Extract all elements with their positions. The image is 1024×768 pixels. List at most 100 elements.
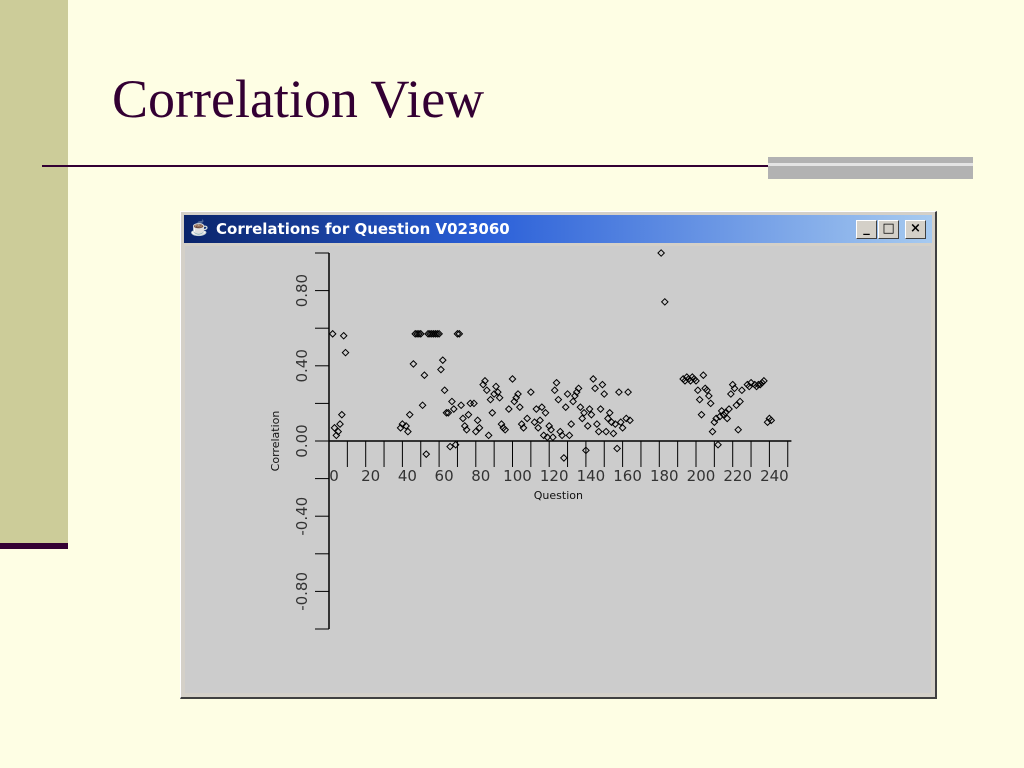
- data-point: [453, 329, 462, 338]
- data-point: [622, 414, 631, 423]
- data-point: [591, 384, 599, 393]
- close-button[interactable]: ×: [905, 220, 926, 239]
- data-point: [756, 380, 765, 389]
- x-axis-title: Question: [534, 489, 583, 502]
- data-point: [747, 378, 755, 387]
- data-point: [398, 420, 407, 428]
- x-tick-label: 140: [577, 467, 606, 485]
- x-tick-label: 220: [723, 467, 752, 485]
- data-point: [574, 384, 583, 393]
- data-point: [526, 388, 535, 397]
- data-point: [626, 416, 634, 425]
- data-point: [624, 388, 633, 397]
- data-point: [565, 431, 574, 440]
- data-point: [493, 388, 502, 397]
- data-point: [537, 403, 546, 412]
- data-point: [609, 429, 618, 438]
- data-point: [416, 329, 425, 338]
- data-point: [492, 382, 500, 391]
- data-point: [433, 329, 442, 338]
- x-tick-label: 0: [329, 467, 339, 485]
- java-cup-icon[interactable]: ☕: [190, 220, 209, 237]
- correlation-scatter-plot: 0 20 40 60 80 100 120 140 160 180 200 220 240 -0.80 -0…: [269, 249, 792, 630]
- x-tick-label: 160: [613, 467, 642, 485]
- data-point: [616, 418, 625, 427]
- data-point: [482, 386, 491, 395]
- data-point: [581, 446, 590, 455]
- data-point: [732, 401, 741, 410]
- data-point: [580, 408, 588, 417]
- data-point: [752, 382, 761, 391]
- data-point: [728, 380, 737, 389]
- data-point: [552, 378, 561, 387]
- data-point: [435, 329, 444, 338]
- slide-title: Correlation View: [112, 69, 485, 129]
- data-point: [583, 422, 592, 430]
- data-point: [605, 408, 614, 417]
- y-tick-label: 0.80: [293, 274, 311, 307]
- data-point: [725, 405, 733, 413]
- title-rule: [42, 165, 768, 167]
- y-tick-label: 0.00: [293, 424, 311, 457]
- chart-area: 0 20 40 60 80 100 120 140 160 180 200 220 240 -0.80 -0…: [185, 246, 931, 693]
- data-point: [481, 376, 489, 385]
- x-tick-label: 40: [398, 467, 417, 485]
- x-tick-label: 60: [435, 467, 454, 485]
- data-point: [596, 405, 605, 413]
- data-point: [328, 329, 337, 338]
- data-point: [451, 440, 460, 449]
- data-point: [548, 433, 557, 442]
- data-point: [695, 395, 704, 404]
- data-point: [501, 425, 510, 434]
- data-point: [717, 407, 726, 415]
- title-bar-accent: [768, 157, 973, 179]
- data-point: [593, 420, 601, 428]
- data-point: [758, 378, 766, 387]
- data-point: [334, 427, 343, 436]
- data-point: [693, 386, 702, 395]
- data-point: [442, 408, 451, 417]
- data-point: [519, 423, 528, 432]
- window-titlebar[interactable]: ☕ Correlations for Question V023060 _ □ …: [184, 215, 932, 243]
- data-point: [490, 390, 499, 398]
- data-point: [767, 416, 776, 425]
- data-point: [587, 410, 596, 419]
- data-point: [550, 386, 559, 395]
- data-point: [517, 420, 526, 428]
- data-point: [737, 386, 746, 395]
- data-point: [532, 405, 541, 413]
- data-point: [460, 422, 469, 430]
- y-axis-title: Correlation: [269, 411, 282, 472]
- correlations-window: ☕ Correlations for Question V023060 _ □ …: [180, 211, 937, 699]
- data-point: [611, 420, 620, 428]
- data-point: [402, 422, 410, 430]
- data-point: [409, 360, 418, 368]
- data-point: [736, 397, 744, 406]
- data-point: [618, 423, 627, 432]
- x-tick-label: 120: [540, 467, 569, 485]
- data-point: [585, 405, 594, 413]
- data-point: [420, 371, 429, 380]
- data-point: [559, 454, 568, 462]
- data-point: [495, 393, 504, 402]
- data-point: [754, 380, 763, 389]
- data-point: [578, 414, 587, 423]
- data-point: [708, 427, 717, 436]
- data-point: [723, 414, 732, 423]
- data-point: [508, 375, 517, 383]
- data-point: [567, 420, 576, 428]
- data-point: [523, 414, 532, 423]
- data-point: [418, 401, 427, 410]
- data-point: [336, 420, 344, 428]
- maximize-button[interactable]: □: [878, 220, 899, 239]
- data-point: [515, 403, 524, 412]
- data-point: [422, 450, 431, 459]
- data-point: [759, 376, 768, 385]
- minimize-button[interactable]: _: [856, 220, 877, 239]
- data-point: [446, 442, 455, 451]
- y-tick-label: -0.40: [293, 497, 311, 536]
- data-point: [455, 329, 464, 338]
- data-point: [449, 405, 458, 413]
- left-accent-rule: [0, 543, 68, 549]
- data-point: [486, 395, 495, 404]
